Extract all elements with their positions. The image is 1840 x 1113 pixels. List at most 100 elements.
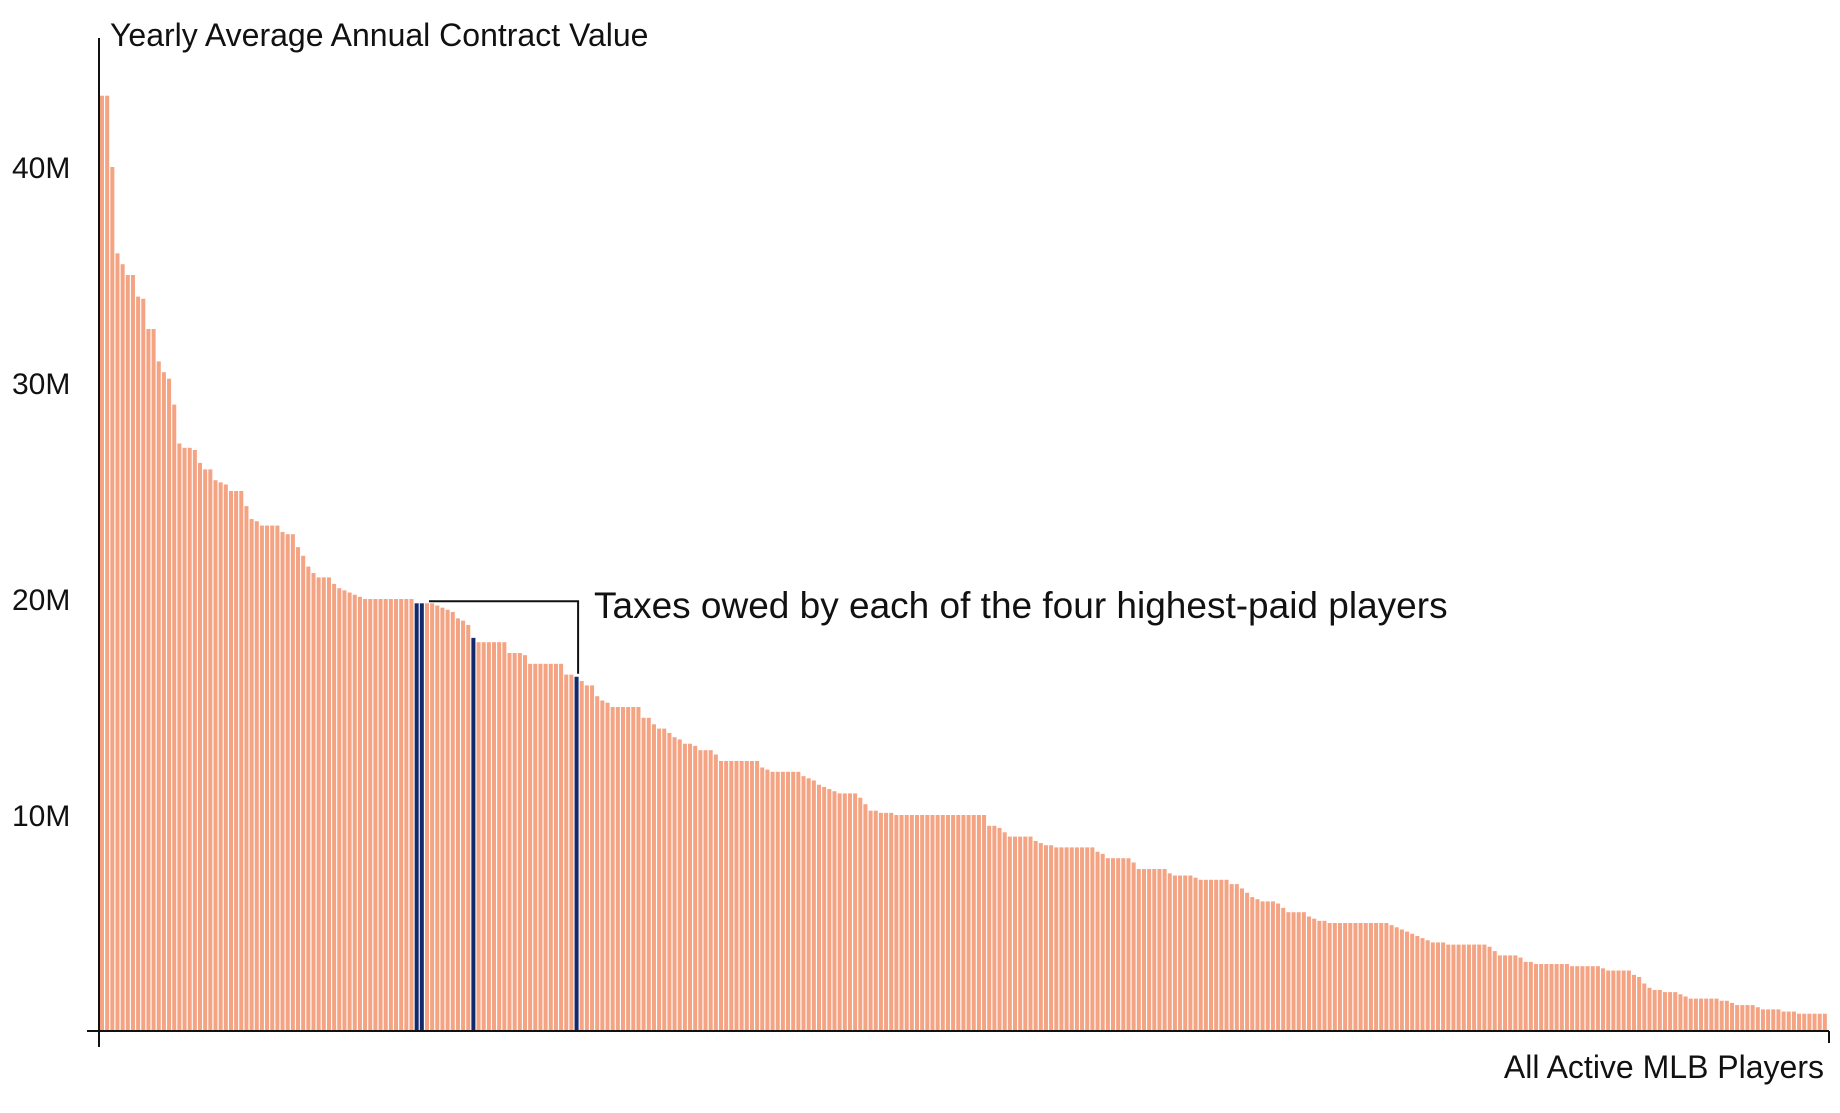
- bar: [1379, 923, 1384, 1031]
- bar: [1281, 907, 1286, 1031]
- bar: [677, 739, 682, 1031]
- bar: [388, 599, 393, 1031]
- bar: [1038, 843, 1043, 1031]
- bar: [187, 447, 192, 1031]
- bar: [1626, 970, 1631, 1031]
- bar: [1637, 977, 1642, 1031]
- bar: [409, 599, 414, 1031]
- bar: [1162, 869, 1167, 1031]
- bar: [651, 724, 656, 1031]
- bar: [1776, 1009, 1781, 1031]
- bar: [1337, 923, 1342, 1031]
- bar: [1693, 998, 1698, 1031]
- y-tick-labels: 10M 20M 30M 40M: [12, 152, 70, 833]
- bar: [667, 732, 672, 1031]
- bar: [296, 547, 301, 1031]
- bar: [373, 599, 378, 1031]
- bar: [930, 815, 935, 1031]
- bar: [744, 761, 749, 1031]
- bar: [1188, 875, 1193, 1031]
- bar: [1405, 931, 1410, 1031]
- bar: [1141, 869, 1146, 1031]
- bar: [987, 825, 992, 1031]
- bar: [1131, 862, 1136, 1031]
- bar: [1590, 966, 1595, 1031]
- bar: [636, 707, 641, 1031]
- bar: [146, 329, 151, 1031]
- bar: [729, 761, 734, 1031]
- bar: [244, 506, 249, 1031]
- bar: [1193, 877, 1198, 1031]
- bar: [698, 750, 703, 1031]
- bar: [234, 491, 239, 1031]
- bar: [1606, 970, 1611, 1031]
- bar: [316, 577, 321, 1031]
- bar: [1090, 847, 1095, 1031]
- bar: [569, 674, 574, 1031]
- bar: [120, 264, 125, 1031]
- bar: [1013, 836, 1018, 1031]
- bar: [141, 298, 146, 1031]
- x-axis-title: All Active MLB Players: [1504, 1049, 1824, 1085]
- bar: [1307, 916, 1312, 1031]
- bar: [1198, 879, 1203, 1031]
- bar: [1250, 897, 1255, 1031]
- y-tick-label: 20M: [12, 584, 70, 617]
- bar: [177, 443, 182, 1032]
- bar: [1699, 998, 1704, 1031]
- bar: [1095, 851, 1100, 1031]
- bar: [502, 642, 507, 1031]
- bar: [228, 491, 233, 1031]
- bar: [904, 815, 909, 1031]
- bar: [1018, 836, 1023, 1031]
- bar: [873, 810, 878, 1031]
- bar: [1611, 970, 1616, 1031]
- bar: [1760, 1009, 1765, 1031]
- bar: [548, 663, 553, 1031]
- bar: [1322, 920, 1327, 1031]
- bar: [966, 815, 971, 1031]
- bar: [693, 745, 698, 1031]
- bar: [724, 761, 729, 1031]
- bar: [1425, 940, 1430, 1031]
- bar: [311, 573, 316, 1031]
- bar: [1348, 923, 1353, 1031]
- bar: [115, 253, 120, 1031]
- bar: [213, 480, 218, 1031]
- bar: [1374, 923, 1379, 1031]
- bar: [775, 771, 780, 1031]
- bar: [1219, 879, 1224, 1031]
- bar: [1595, 966, 1600, 1031]
- bar: [1492, 951, 1497, 1031]
- bar: [1745, 1005, 1750, 1031]
- bar: [332, 583, 337, 1031]
- bar: [368, 599, 373, 1031]
- bar: [1564, 964, 1569, 1031]
- bar: [125, 275, 130, 1031]
- bar: [1224, 879, 1229, 1031]
- bar: [424, 603, 429, 1031]
- bar: [290, 534, 295, 1031]
- bar: [1074, 847, 1079, 1031]
- bar: [801, 776, 806, 1031]
- bar: [1704, 998, 1709, 1031]
- bar: [481, 642, 486, 1031]
- bar: [543, 663, 548, 1031]
- bar: [1116, 858, 1121, 1031]
- bar: [378, 599, 383, 1031]
- bar: [1043, 845, 1048, 1031]
- y-tick-label: 10M: [12, 800, 70, 833]
- bar: [1673, 992, 1678, 1031]
- bar: [786, 771, 791, 1031]
- bar: [1178, 875, 1183, 1031]
- bar: [1415, 935, 1420, 1031]
- bar: [1152, 869, 1157, 1031]
- bar: [461, 620, 466, 1031]
- bar: [497, 642, 502, 1031]
- bar: [285, 534, 290, 1031]
- bar: [1446, 944, 1451, 1031]
- bar: [1570, 966, 1575, 1031]
- bar: [1601, 968, 1606, 1031]
- bar: [455, 618, 460, 1031]
